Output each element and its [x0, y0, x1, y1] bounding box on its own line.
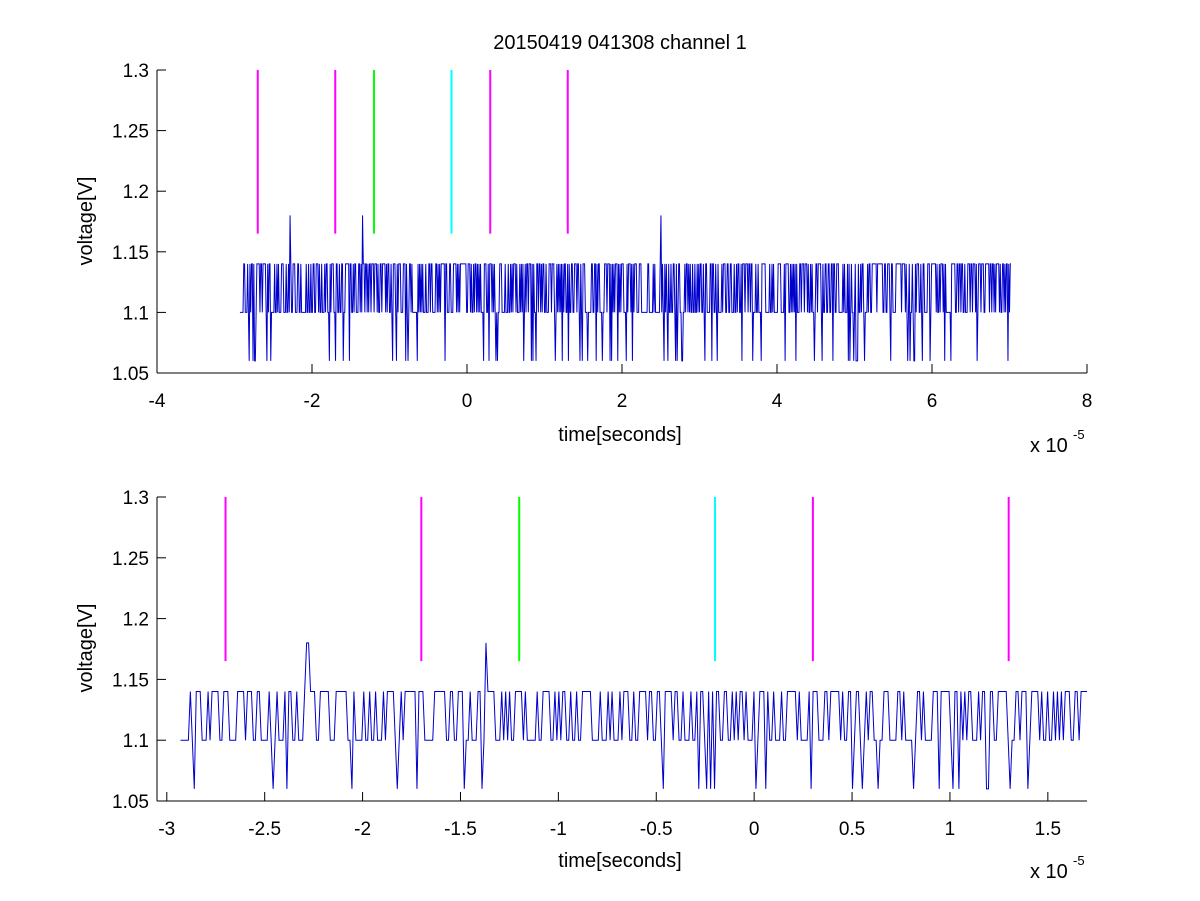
x-axis-label: time[seconds] — [558, 424, 681, 446]
x-tick-label: -1.5 — [444, 819, 477, 840]
y-axis-label: voltage[V] — [75, 604, 97, 693]
axes-frame — [156, 70, 1087, 374]
x-tick-label: 0.5 — [839, 819, 865, 840]
y-axis-ticks: 1.05 1.1 1.15 1.2 1.25 1.3 — [112, 488, 166, 813]
voltage-trace — [180, 642, 1087, 790]
y-tick-label: 1.1 — [123, 731, 149, 752]
x-multiplier-exponent: -5 — [1073, 853, 1085, 868]
voltage-trace — [239, 215, 1012, 362]
x-tick-label: 4 — [772, 391, 783, 412]
marker-lines — [256, 70, 569, 234]
x-tick-label: 1.5 — [1035, 819, 1061, 840]
top-subplot: 20150419 041308 channel 1 1.05 1.1 1.15 1.2… — [75, 32, 1092, 457]
signal-line — [239, 215, 1012, 362]
chart-title: 20150419 041308 channel 1 — [493, 32, 747, 54]
x-axis-multiplier: x 10 -5 — [1030, 427, 1085, 457]
x-multiplier-text: x 10 — [1030, 435, 1068, 457]
y-tick-label: 1.15 — [112, 243, 149, 264]
y-axis-label: voltage[V] — [75, 177, 97, 266]
y-tick-label: 1.25 — [112, 549, 149, 570]
x-axis-ticks: -3 -2.5 -2 -1.5 -1 -0.5 0 0.5 1 1.5 — [158, 792, 1061, 840]
y-tick-label: 1.25 — [112, 122, 149, 143]
bottom-subplot: 1.05 1.1 1.15 1.2 1.25 1.3 -3 -2.5 -2 -1.5 -1 -0.5… — [75, 488, 1087, 883]
x-axis-label: time[seconds] — [558, 850, 681, 872]
x-tick-label: 1 — [945, 819, 956, 840]
y-tick-label: 1.2 — [123, 610, 149, 631]
y-tick-label: 1.2 — [123, 182, 149, 203]
x-multiplier-exponent: -5 — [1073, 427, 1085, 442]
x-tick-label: -1 — [550, 819, 567, 840]
y-tick-label: 1.05 — [112, 792, 149, 813]
x-axis-ticks: -4 -2 0 2 4 6 8 — [149, 364, 1093, 412]
axes-frame — [156, 497, 1087, 802]
x-tick-label: 6 — [927, 391, 938, 412]
x-multiplier-text: x 10 — [1030, 861, 1068, 883]
y-tick-label: 1.05 — [112, 364, 149, 385]
x-tick-label: -2 — [354, 819, 371, 840]
marker-lines — [224, 497, 1010, 662]
y-tick-label: 1.15 — [112, 670, 149, 691]
signal-line — [180, 642, 1087, 790]
x-tick-label: 0 — [462, 391, 473, 412]
x-axis-multiplier: x 10 -5 — [1030, 853, 1085, 883]
x-tick-label: 0 — [749, 819, 760, 840]
y-tick-label: 1.3 — [123, 61, 149, 82]
x-tick-label: 8 — [1082, 391, 1093, 412]
x-tick-label: -0.5 — [640, 819, 673, 840]
y-tick-label: 1.1 — [123, 303, 149, 324]
x-tick-label: -2.5 — [248, 819, 281, 840]
y-axis-ticks: 1.05 1.1 1.15 1.2 1.25 1.3 — [112, 61, 166, 385]
x-tick-label: -2 — [304, 391, 321, 412]
x-tick-label: -4 — [149, 391, 166, 412]
x-tick-label: 2 — [617, 391, 628, 412]
x-tick-label: -3 — [158, 819, 175, 840]
y-tick-label: 1.3 — [123, 488, 149, 509]
